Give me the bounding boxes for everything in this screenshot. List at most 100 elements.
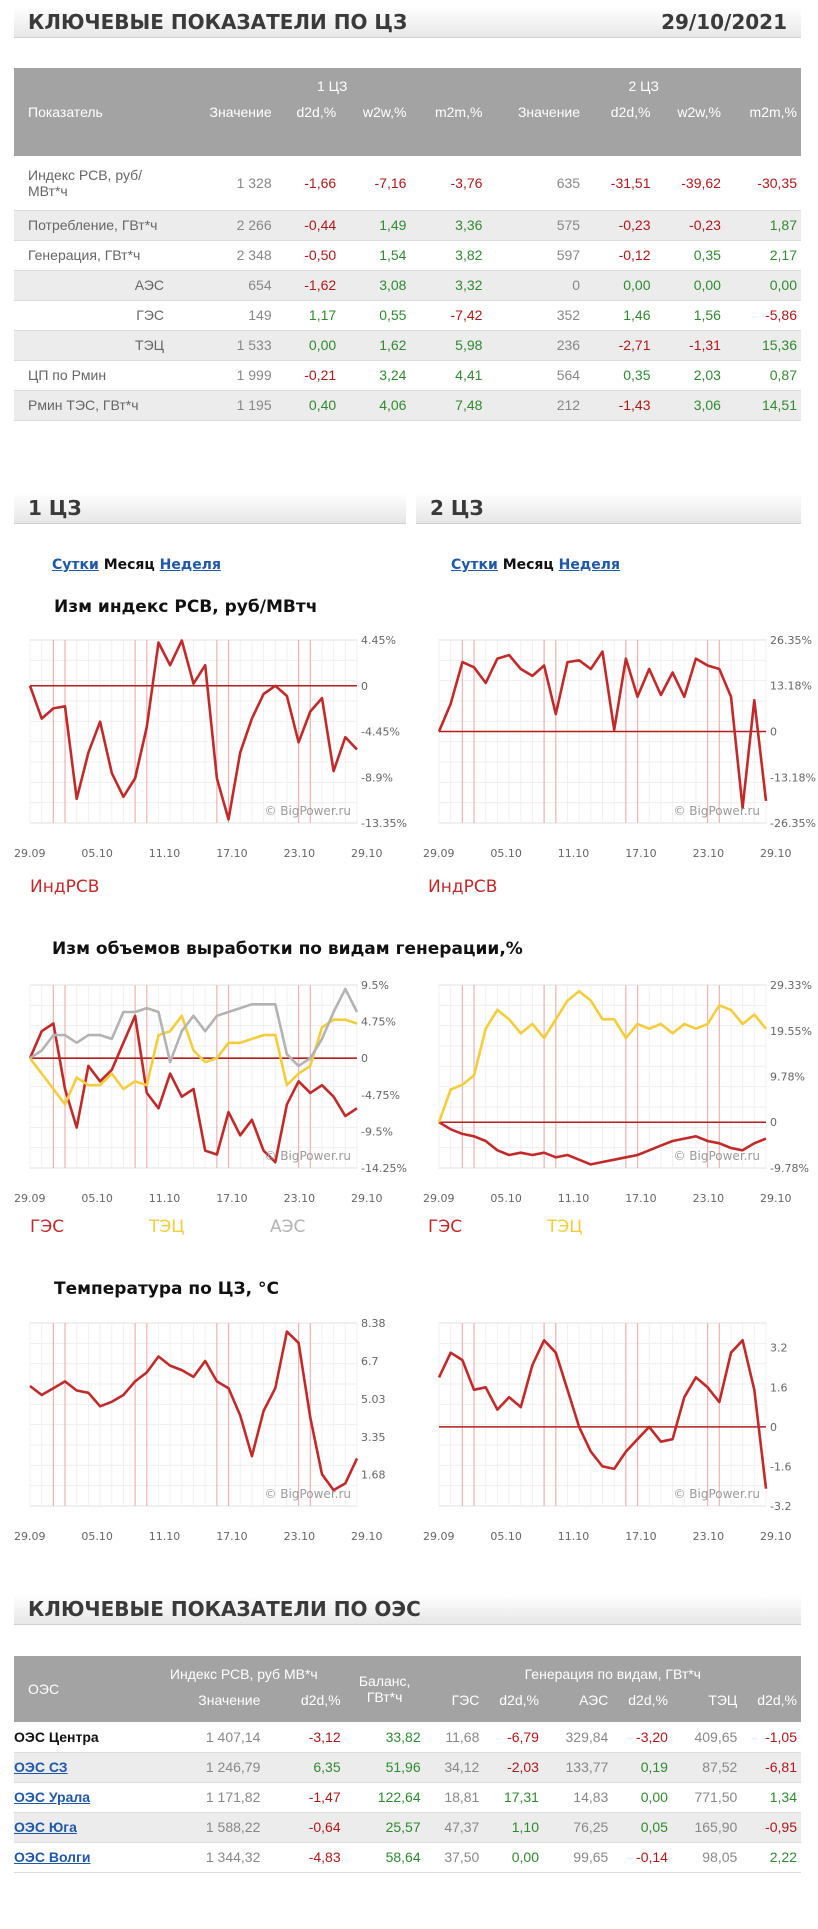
- table-cell: 1 999: [178, 360, 276, 391]
- table-cell: 1 328: [178, 156, 276, 211]
- table-row: АЭС 654 -1,62 3,08 3,32 0 0,00 0,00 0,00: [14, 270, 801, 301]
- table-cell: -7,16: [340, 156, 411, 211]
- zone2-price-chart: 26.35% 13.18% 0 -13.18% -26.35% 29.09 05.10 11.…: [423, 634, 816, 860]
- oes-link[interactable]: ОЭС СЗ: [14, 1759, 68, 1775]
- table-cell: 1,87: [724, 210, 801, 241]
- oes-link[interactable]: ОЭС Волги: [14, 1849, 91, 1865]
- row-label: ТЭЦ: [14, 330, 178, 361]
- row-label: АЭС: [14, 270, 178, 301]
- x-tick-label: 29.09: [423, 1192, 455, 1205]
- table-cell: -1,66: [275, 156, 341, 211]
- oes-subcol-header: d2d,%: [612, 1692, 672, 1722]
- zone1-temperature-chart: 8.38 6.7 5.03 3.35 1.68 29.09 05.10 11.10 17.10 2…: [14, 1317, 386, 1543]
- oes-cell: 1 588,22: [143, 1812, 265, 1843]
- oes-cell: 25,57: [344, 1812, 425, 1843]
- oes-cell: 0,19: [612, 1752, 672, 1783]
- zone1-header: 1 ЦЗ: [178, 68, 487, 104]
- oes-indicators-table: ОЭС Индекс РСВ, руб МВ*ч Баланс, ГВт*ч Г…: [14, 1656, 801, 1873]
- key-indicators-table: Показатель 1 ЦЗ 2 ЦЗ Значение d2d,% w2w,% m…: [14, 68, 801, 421]
- zone2-section-header: 2 ЦЗ: [416, 493, 801, 524]
- series-line-0: [438, 1121, 767, 1166]
- oes-cell: 133,77: [542, 1752, 613, 1783]
- zone2-title: 2 ЦЗ: [430, 496, 484, 520]
- table-cell: 1,49: [340, 210, 411, 241]
- zone1-generation-chart: 9.5% 4.75% 0 -4.75% -9.5% -14.25% 29.09 05.10 11…: [14, 979, 407, 1205]
- zone1-section-header: 1 ЦЗ: [14, 493, 406, 524]
- oes-cell: 37,50: [424, 1842, 484, 1873]
- period-day-link[interactable]: Сутки: [52, 557, 99, 573]
- oes-cell: 409,65: [671, 1722, 742, 1753]
- x-tick-label: 11.10: [149, 847, 181, 860]
- subcol-header: w2w,%: [654, 104, 725, 156]
- oes-link[interactable]: ОЭС Урала: [14, 1789, 91, 1805]
- period-week-link[interactable]: Неделя: [558, 557, 620, 573]
- table-cell: -31,51: [584, 156, 655, 211]
- oes-header: КЛЮЧЕВЫЕ ПОКАЗАТЕЛИ ПО ОЭС: [14, 1594, 801, 1625]
- oes-cell: 76,25: [542, 1812, 613, 1843]
- oes-cell: -1,47: [264, 1782, 345, 1813]
- table-cell: 564: [486, 360, 585, 391]
- table-cell: -30,35: [724, 156, 801, 211]
- col-index: Индекс РСВ, руб МВ*ч: [143, 1656, 345, 1692]
- x-tick-label: 17.10: [216, 1192, 248, 1205]
- table-cell: 597: [486, 240, 585, 271]
- oes-cell: 87,52: [671, 1752, 742, 1783]
- oes-cell: 1 344,32: [143, 1842, 265, 1873]
- x-tick-label: 11.10: [149, 1530, 181, 1543]
- oes-link[interactable]: ОЭС Юга: [14, 1819, 77, 1835]
- table-cell: 7,48: [410, 390, 487, 421]
- oes-cell: -0,14: [612, 1842, 672, 1873]
- period-day-link[interactable]: Сутки: [451, 557, 498, 573]
- x-tick-label: 05.10: [490, 1192, 522, 1205]
- y-tick-label: 0: [770, 726, 777, 739]
- page-title: КЛЮЧЕВЫЕ ПОКАЗАТЕЛИ ПО ЦЗ: [28, 10, 408, 34]
- table-cell: 575: [486, 210, 585, 241]
- watermark: © BigPower.ru: [264, 804, 351, 818]
- y-tick-label: 3.2: [770, 1342, 788, 1355]
- table-cell: 14,51: [724, 390, 801, 421]
- row-label: ГЭС: [14, 300, 178, 331]
- row-label: Индекс РСВ, руб/МВт*ч: [14, 156, 178, 211]
- oes-cell: -0,95: [741, 1812, 801, 1843]
- oes-cell: -6,79: [483, 1722, 543, 1753]
- x-tick-label: 23.10: [284, 1530, 316, 1543]
- subcol-header: d2d,%: [275, 104, 341, 156]
- oes-subcol-header: d2d,%: [264, 1692, 345, 1722]
- x-tick-label: 05.10: [81, 1192, 113, 1205]
- table-cell: -0,23: [654, 210, 725, 241]
- zone2-generation-chart: 29.33% 19.55% 9.78% 0 -9.78% 29.09 05.10 11.10 1…: [423, 979, 812, 1205]
- oes-row: ОЭС Юга 1 588,22 -0,64 25,57 47,37 1,10 76,25 0…: [14, 1812, 801, 1843]
- subcol-header: d2d,%: [584, 104, 655, 156]
- table-cell: -2,71: [584, 330, 655, 361]
- table-cell: 236: [486, 330, 585, 361]
- watermark: © BigPower.ru: [673, 1487, 760, 1501]
- x-tick-label: 29.09: [423, 847, 455, 860]
- y-tick-label: -26.35%: [770, 817, 816, 830]
- series-line-0: [437, 650, 768, 810]
- oes-cell: -1,05: [741, 1722, 801, 1753]
- row-label: Рмин ТЭС, ГВт*ч: [14, 390, 178, 421]
- table-row: ТЭЦ 1 533 0,00 1,62 5,98 236 -2,71 -1,31 15,36: [14, 330, 801, 361]
- y-tick-label: 1.68: [361, 1469, 386, 1482]
- x-tick-label: 23.10: [284, 847, 316, 860]
- period-week-link[interactable]: Неделя: [159, 557, 221, 573]
- oes-cell: 33,82: [344, 1722, 425, 1753]
- subcol-header: m2m,%: [410, 104, 487, 156]
- table-cell: 3,08: [340, 270, 411, 301]
- x-tick-label: 11.10: [558, 1530, 590, 1543]
- oes-subcol-header: ТЭЦ: [671, 1692, 742, 1722]
- y-tick-label: -4.75%: [361, 1089, 400, 1102]
- x-tick-label: 29.10: [351, 847, 383, 860]
- row-label: Генерация, ГВт*ч: [14, 240, 178, 271]
- x-tick-label: 23.10: [693, 1192, 725, 1205]
- table-row: Генерация, ГВт*ч 2 348 -0,50 1,54 3,82 597 -0,…: [14, 240, 801, 271]
- oes-cell: 2,22: [741, 1842, 801, 1873]
- oes-cell: 58,64: [344, 1842, 425, 1873]
- oes-row: ОЭС Урала 1 171,82 -1,47 122,64 18,81 17,31 14…: [14, 1782, 801, 1813]
- y-tick-label: 9.5%: [361, 979, 389, 992]
- y-tick-label: 0: [361, 680, 368, 693]
- table-cell: 1,17: [275, 300, 341, 331]
- oes-name-cell: ОЭС СЗ: [14, 1752, 143, 1783]
- x-tick-label: 05.10: [81, 1530, 113, 1543]
- col-indicator: Показатель: [14, 68, 178, 156]
